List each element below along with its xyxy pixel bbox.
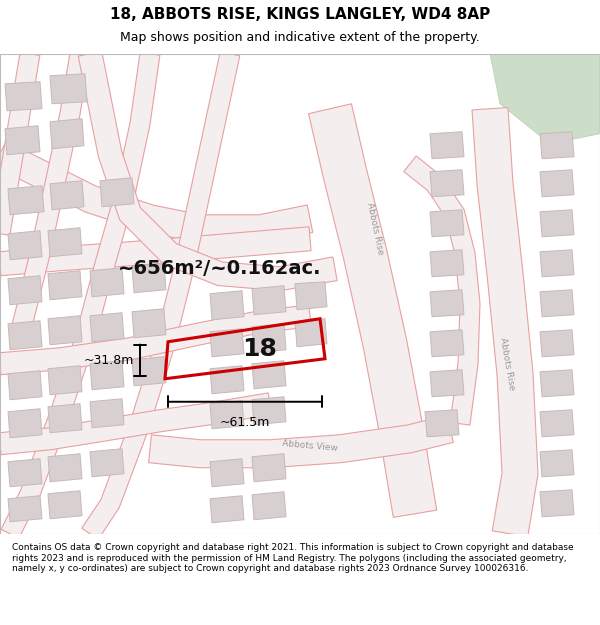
Polygon shape <box>8 459 42 487</box>
Text: 18: 18 <box>242 338 277 361</box>
Polygon shape <box>540 330 574 357</box>
Polygon shape <box>78 51 337 291</box>
Polygon shape <box>540 210 574 237</box>
Polygon shape <box>1 52 160 538</box>
Polygon shape <box>252 492 286 520</box>
Polygon shape <box>48 491 82 519</box>
Polygon shape <box>430 290 464 317</box>
Polygon shape <box>425 410 459 437</box>
Text: Abbots Rise: Abbots Rise <box>498 337 516 391</box>
Polygon shape <box>0 227 311 276</box>
Polygon shape <box>430 370 464 397</box>
Polygon shape <box>0 141 313 242</box>
Polygon shape <box>48 366 82 395</box>
Polygon shape <box>90 268 124 297</box>
Polygon shape <box>10 52 90 336</box>
Polygon shape <box>8 186 44 215</box>
Polygon shape <box>50 181 84 210</box>
Polygon shape <box>5 82 42 111</box>
Polygon shape <box>90 312 124 342</box>
Polygon shape <box>252 397 286 425</box>
Polygon shape <box>540 490 574 517</box>
Polygon shape <box>48 404 82 432</box>
Polygon shape <box>48 271 82 300</box>
Polygon shape <box>5 126 40 155</box>
Polygon shape <box>540 410 574 437</box>
Polygon shape <box>82 52 240 539</box>
Polygon shape <box>404 156 480 425</box>
Text: 18, ABBOTS RISE, KINGS LANGLEY, WD4 8AP: 18, ABBOTS RISE, KINGS LANGLEY, WD4 8AP <box>110 6 490 21</box>
Polygon shape <box>8 231 42 260</box>
Polygon shape <box>90 449 124 477</box>
Polygon shape <box>210 291 244 320</box>
Polygon shape <box>210 401 244 429</box>
Polygon shape <box>252 454 286 482</box>
Polygon shape <box>210 366 244 394</box>
Polygon shape <box>540 370 574 397</box>
Polygon shape <box>308 104 437 518</box>
Polygon shape <box>8 409 42 437</box>
Text: Contains OS data © Crown copyright and database right 2021. This information is : Contains OS data © Crown copyright and d… <box>12 543 574 573</box>
Polygon shape <box>149 415 454 468</box>
Polygon shape <box>48 316 82 345</box>
Text: ~31.8m: ~31.8m <box>83 354 134 367</box>
Text: ~656m²/~0.162ac.: ~656m²/~0.162ac. <box>118 259 322 278</box>
Polygon shape <box>540 450 574 477</box>
Text: Abbots View: Abbots View <box>282 439 338 452</box>
Polygon shape <box>252 324 286 352</box>
Polygon shape <box>8 496 42 522</box>
Polygon shape <box>132 309 166 338</box>
Polygon shape <box>48 228 82 257</box>
Polygon shape <box>252 361 286 389</box>
Polygon shape <box>540 250 574 277</box>
Polygon shape <box>490 54 600 144</box>
Polygon shape <box>430 132 464 159</box>
Polygon shape <box>8 371 42 400</box>
Polygon shape <box>430 330 464 357</box>
Polygon shape <box>132 357 166 386</box>
Polygon shape <box>90 361 124 390</box>
Polygon shape <box>252 286 286 315</box>
Polygon shape <box>8 276 42 305</box>
Polygon shape <box>90 399 124 428</box>
Polygon shape <box>295 282 327 310</box>
Polygon shape <box>50 119 84 149</box>
Polygon shape <box>0 52 40 236</box>
Polygon shape <box>210 496 244 522</box>
Polygon shape <box>540 290 574 317</box>
Polygon shape <box>0 393 272 455</box>
Polygon shape <box>50 74 87 104</box>
Text: Abbots Rise: Abbots Rise <box>365 202 385 256</box>
Text: Map shows position and indicative extent of the property.: Map shows position and indicative extent… <box>120 31 480 44</box>
Polygon shape <box>430 210 464 237</box>
Polygon shape <box>210 329 244 357</box>
Polygon shape <box>540 132 574 159</box>
Polygon shape <box>132 264 166 292</box>
Polygon shape <box>8 321 42 350</box>
Polygon shape <box>48 454 82 482</box>
Polygon shape <box>430 170 464 197</box>
Polygon shape <box>540 170 574 197</box>
Polygon shape <box>0 305 311 375</box>
Polygon shape <box>430 250 464 277</box>
Polygon shape <box>100 177 134 207</box>
Polygon shape <box>210 459 244 487</box>
Polygon shape <box>295 319 327 347</box>
Polygon shape <box>472 107 538 537</box>
Text: ~61.5m: ~61.5m <box>220 416 270 429</box>
